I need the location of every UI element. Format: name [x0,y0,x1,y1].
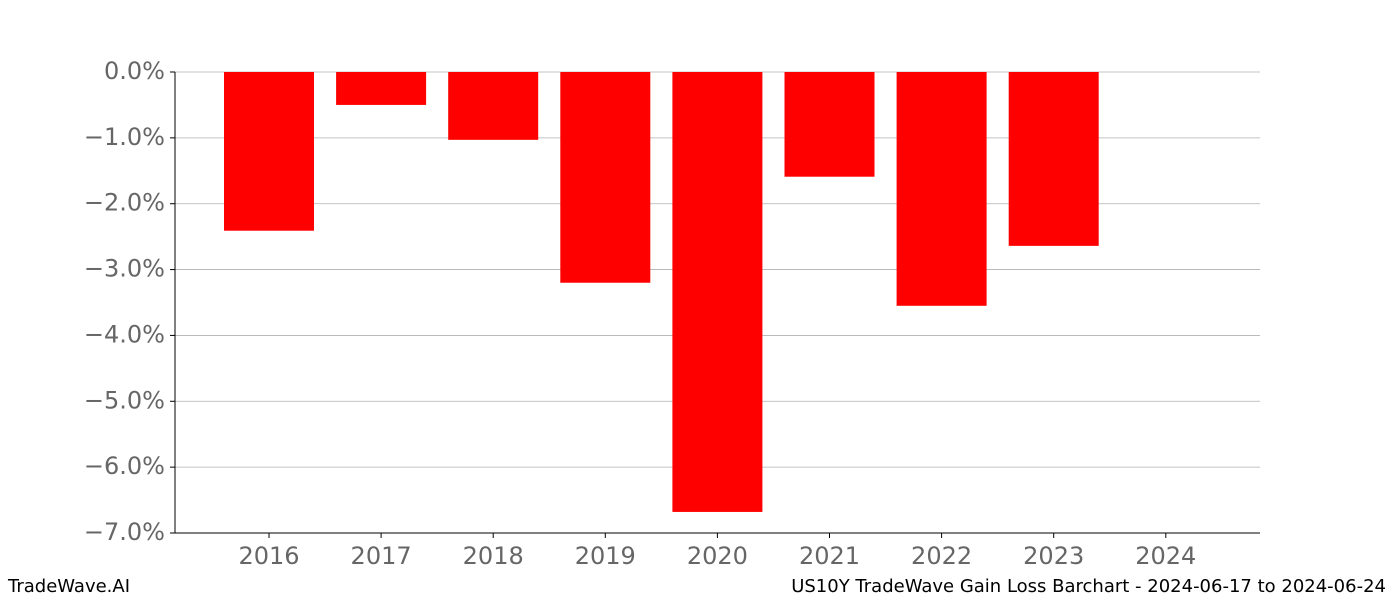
y-tick-label: −2.0% [84,189,165,217]
x-tick-label: 2018 [463,542,524,570]
bar [672,72,763,512]
x-tick-label: 2020 [687,542,748,570]
x-tick-label: 2021 [799,542,860,570]
bar [560,72,651,283]
bar [448,72,539,140]
y-tick-label: −5.0% [84,386,165,414]
x-tick-label: 2016 [238,542,299,570]
y-tick-label: −7.0% [84,518,165,546]
x-tick-label: 2022 [911,542,972,570]
footer-brand: TradeWave.AI [7,576,130,597]
bar [896,72,987,306]
x-tick-label: 2024 [1135,542,1196,570]
y-tick-label: −1.0% [84,123,165,151]
y-tick-label: 0.0% [104,57,165,85]
bar [784,72,875,177]
y-tick-label: −3.0% [84,255,165,283]
x-tick-label: 2019 [575,542,636,570]
y-tick-label: −6.0% [84,452,165,480]
bar [1008,72,1099,246]
bar [336,72,427,105]
x-tick-label: 2023 [1023,542,1084,570]
bar [224,72,314,231]
footer-caption: US10Y TradeWave Gain Loss Barchart - 202… [791,576,1386,597]
y-tick-label: −4.0% [84,320,165,348]
x-tick-label: 2017 [351,542,412,570]
